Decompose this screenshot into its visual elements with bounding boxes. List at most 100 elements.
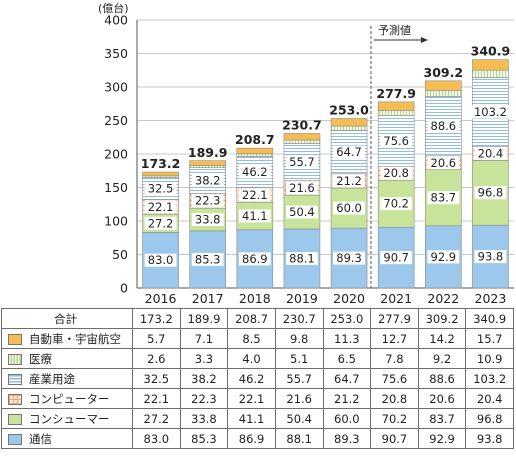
table-cell: 103.2 — [465, 368, 514, 389]
y-tick-label: 100 — [104, 214, 128, 229]
table-cell: 22.1 — [227, 388, 276, 409]
table-cell: 7.8 — [370, 348, 419, 369]
data-label-bg — [333, 145, 365, 159]
table-cell: 93.8 — [465, 428, 514, 449]
y-tick-label: 250 — [104, 113, 128, 128]
table-row-label: 医療 — [1, 348, 133, 369]
data-label-bg — [191, 194, 224, 208]
table-cell: 340.9 — [465, 308, 514, 329]
data-label: 33.8 — [195, 213, 221, 227]
bar-segment — [330, 118, 368, 127]
data-label-bg — [191, 213, 224, 227]
data-label-bg — [380, 134, 413, 148]
table-cell: 277.9 — [370, 308, 419, 329]
bar-segment — [425, 90, 462, 97]
data-label: 70.2 — [383, 197, 409, 211]
y-tick-label: 0 — [120, 281, 128, 296]
bar-segment — [472, 59, 509, 71]
total-label: 277.9 — [376, 86, 416, 101]
data-label-bg — [380, 197, 413, 211]
table-cell: 10.9 — [465, 348, 514, 369]
table-cell: 253.0 — [322, 308, 372, 329]
legend-swatch — [8, 373, 22, 385]
data-label-bg — [286, 181, 318, 195]
table-cell: 6.5 — [322, 348, 372, 369]
data-label-bg — [474, 186, 507, 200]
table-cell: 55.7 — [274, 368, 324, 389]
x-tick-label: 2022 — [427, 291, 459, 306]
forecast-label: 予測値 — [378, 23, 411, 37]
table-cell: 32.5 — [132, 368, 181, 389]
data-label: 75.6 — [383, 134, 409, 148]
table-row-label: コンシューマー — [1, 408, 133, 429]
table-cell: 12.7 — [370, 328, 419, 349]
data-label-bg — [333, 251, 365, 265]
x-tick-label: 2020 — [333, 291, 365, 306]
table-cell: 2.6 — [132, 348, 181, 369]
table-row-label: 通信 — [1, 428, 133, 449]
data-label: 92.9 — [431, 250, 457, 264]
table-cell: 41.1 — [227, 408, 276, 429]
x-tick-label: 2019 — [286, 291, 318, 306]
data-label-bg — [144, 200, 177, 214]
table-row: 産業用途 32.5 38.2 46.2 55.7 64.7 75.6 88.6 103.2 — [1, 368, 514, 389]
bar-segment — [472, 69, 509, 78]
data-label: 83.7 — [431, 191, 457, 205]
table-cell: 7.1 — [179, 328, 229, 349]
table-cell: 9.8 — [274, 328, 324, 349]
data-label: 50.4 — [289, 205, 315, 219]
data-label-bg — [144, 253, 177, 267]
y-tick-label: 300 — [104, 80, 128, 95]
table-cell: 89.3 — [322, 428, 372, 449]
forecast-arrow-head — [421, 37, 428, 43]
stacked-bar-chart: (億台) 0 50 100 150 200 250 300 350 400 83.0 27.2 22… — [98, 1, 514, 306]
data-label: 96.8 — [478, 186, 504, 200]
data-label: 27.2 — [148, 216, 174, 230]
x-tick-label: 2021 — [380, 291, 412, 306]
data-label: 60.0 — [336, 201, 362, 215]
data-label-bg — [238, 252, 271, 266]
data-label: 20.8 — [383, 166, 409, 180]
x-tick-label: 2018 — [239, 291, 271, 306]
table-cell: 14.2 — [417, 328, 467, 349]
data-label-bg — [144, 181, 177, 195]
table-cell: 11.3 — [322, 328, 372, 349]
data-label: 55.7 — [289, 155, 315, 169]
data-label: 22.1 — [242, 188, 268, 202]
bar-segment — [377, 101, 415, 111]
data-label: 41.1 — [242, 209, 268, 223]
table-cell: 20.8 — [370, 388, 419, 409]
table-cell: 20.4 — [465, 388, 514, 409]
table-cell: 38.2 — [179, 368, 229, 389]
table-cell: 9.2 — [417, 348, 467, 369]
total-label: 173.2 — [141, 156, 181, 171]
data-label-bg — [427, 250, 460, 264]
data-label-bg — [286, 251, 318, 265]
table-cell: 5.1 — [274, 348, 324, 369]
table-cell: 173.2 — [132, 308, 181, 329]
bar-segment — [283, 139, 321, 144]
table-cell: 27.2 — [132, 408, 181, 429]
table-row: 通信 83.0 85.3 86.9 88.1 89.3 90.7 92.9 93.8 — [1, 428, 514, 449]
data-label-bg — [238, 188, 271, 202]
y-tick-label: 400 — [104, 13, 128, 28]
data-label-bg — [427, 119, 460, 133]
table-cell: 309.2 — [417, 308, 467, 329]
y-tick-label: 150 — [104, 180, 128, 195]
table-row-label: 産業用途 — [1, 368, 133, 389]
x-tick-label: 2017 — [192, 291, 224, 306]
data-label: 88.1 — [289, 251, 315, 265]
table-row-name: コンシューマー — [29, 411, 110, 426]
data-label: 103.2 — [474, 105, 507, 119]
data-label: 20.6 — [431, 156, 457, 170]
data-label-bg — [238, 165, 271, 179]
data-label: 86.9 — [242, 252, 268, 266]
y-tick-label: 50 — [112, 247, 128, 262]
data-label-bg — [380, 166, 413, 180]
table-row: 自動車・宇宙航空 5.7 7.1 8.5 9.8 11.3 12.7 14.2 15.7 — [1, 328, 514, 349]
legend-swatch — [8, 333, 22, 345]
table-row-name: 自動車・宇宙航空 — [29, 331, 121, 346]
table-cell: 60.0 — [322, 408, 372, 429]
table-row-label: 自動車・宇宙航空 — [1, 328, 133, 349]
data-label-bg — [191, 173, 224, 187]
